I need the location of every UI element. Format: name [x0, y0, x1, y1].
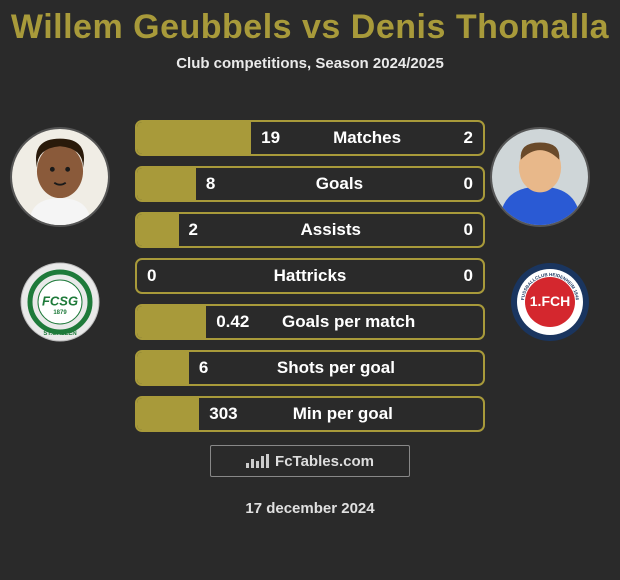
subtitle: Club competitions, Season 2024/2025	[0, 55, 620, 72]
stat-label: Hattricks	[182, 260, 438, 292]
stat-label: Goals per match	[259, 306, 438, 338]
player1-name: Willem Geubbels	[11, 8, 292, 46]
stat-value-left: 0	[137, 260, 182, 292]
vs-label: vs	[302, 8, 341, 46]
stat-value-right	[438, 398, 483, 430]
stat-value-right: 2	[438, 122, 483, 154]
stat-value-right: 0	[438, 260, 483, 292]
stat-value-left: 19	[251, 122, 296, 154]
player2-name: Denis Thomalla	[351, 8, 609, 46]
branding-badge: FcTables.com	[210, 445, 410, 477]
player2-club-logo: 1.FCH FUSSBALLCLUB HEIDENHEIM 1846	[510, 262, 590, 342]
svg-text:1.FCH: 1.FCH	[530, 293, 570, 309]
stat-value-left: 2	[179, 214, 224, 246]
date-text: 17 december 2024	[0, 500, 620, 517]
stat-row: 0.42Goals per match	[135, 304, 485, 340]
stat-label: Goals	[241, 168, 438, 200]
chart-icon	[246, 454, 269, 468]
svg-text:ST.GALLEN: ST.GALLEN	[43, 331, 76, 337]
stat-row: 19Matches2	[135, 120, 485, 156]
player2-avatar	[490, 127, 590, 227]
stat-value-left: 6	[189, 352, 234, 384]
stat-value-right: 0	[438, 168, 483, 200]
stat-row: 303Min per goal	[135, 396, 485, 432]
stat-label: Min per goal	[248, 398, 438, 430]
stat-label: Shots per goal	[234, 352, 438, 384]
stat-row: 8Goals0	[135, 166, 485, 202]
stat-label: Matches	[296, 122, 438, 154]
player1-club-logo: FCSG 1879 ST.GALLEN	[20, 262, 100, 342]
stat-value-left: 8	[196, 168, 241, 200]
svg-text:1879: 1879	[53, 310, 67, 316]
page-title: Willem Geubbels vs Denis Thomalla	[0, 0, 620, 47]
stat-row: 2Assists0	[135, 212, 485, 248]
stat-row: 0Hattricks0	[135, 258, 485, 294]
stats-table: 19Matches28Goals02Assists00Hattricks00.4…	[135, 120, 485, 442]
stat-value-right	[438, 352, 483, 384]
stat-label: Assists	[224, 214, 438, 246]
branding-text: FcTables.com	[275, 453, 374, 470]
stat-value-right: 0	[438, 214, 483, 246]
stat-value-left: 0.42	[206, 306, 259, 338]
stat-value-right	[438, 306, 483, 338]
stat-row: 6Shots per goal	[135, 350, 485, 386]
stat-value-left: 303	[199, 398, 247, 430]
player1-avatar	[10, 127, 110, 227]
svg-text:FCSG: FCSG	[42, 293, 78, 308]
